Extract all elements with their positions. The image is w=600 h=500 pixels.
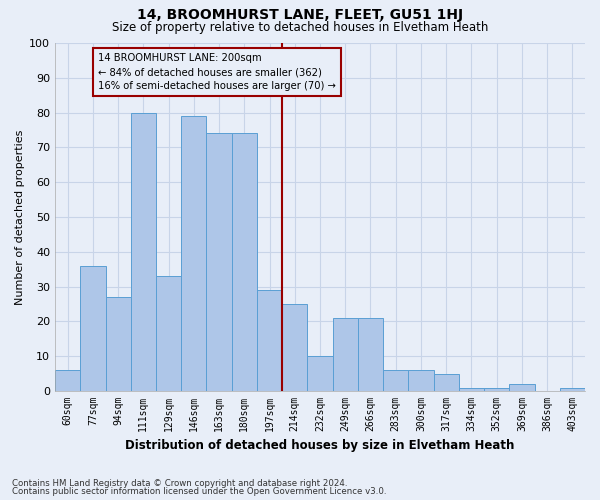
Bar xyxy=(409,370,434,391)
Bar xyxy=(181,116,206,391)
Bar xyxy=(232,134,257,391)
Bar xyxy=(206,134,232,391)
Bar xyxy=(55,370,80,391)
Bar xyxy=(106,297,131,391)
Bar xyxy=(358,318,383,391)
Bar xyxy=(131,112,156,391)
Text: Contains public sector information licensed under the Open Government Licence v3: Contains public sector information licen… xyxy=(12,487,386,496)
Bar xyxy=(509,384,535,391)
X-axis label: Distribution of detached houses by size in Elvetham Heath: Distribution of detached houses by size … xyxy=(125,440,515,452)
Bar xyxy=(383,370,409,391)
Bar xyxy=(156,276,181,391)
Bar xyxy=(282,304,307,391)
Y-axis label: Number of detached properties: Number of detached properties xyxy=(15,130,25,304)
Bar xyxy=(257,290,282,391)
Text: Contains HM Land Registry data © Crown copyright and database right 2024.: Contains HM Land Registry data © Crown c… xyxy=(12,478,347,488)
Bar xyxy=(484,388,509,391)
Bar xyxy=(434,374,459,391)
Bar xyxy=(459,388,484,391)
Title: 14, BROOMHURST LANE, FLEET, GU51 1HJ
Size of property relative to detached house: 14, BROOMHURST LANE, FLEET, GU51 1HJ Siz… xyxy=(0,499,1,500)
Bar xyxy=(560,388,585,391)
Text: 14 BROOMHURST LANE: 200sqm
← 84% of detached houses are smaller (362)
16% of sem: 14 BROOMHURST LANE: 200sqm ← 84% of deta… xyxy=(98,54,336,92)
Text: 14, BROOMHURST LANE, FLEET, GU51 1HJ: 14, BROOMHURST LANE, FLEET, GU51 1HJ xyxy=(137,8,463,22)
Bar xyxy=(332,318,358,391)
Bar xyxy=(80,266,106,391)
Text: Size of property relative to detached houses in Elvetham Heath: Size of property relative to detached ho… xyxy=(112,21,488,34)
Bar xyxy=(307,356,332,391)
